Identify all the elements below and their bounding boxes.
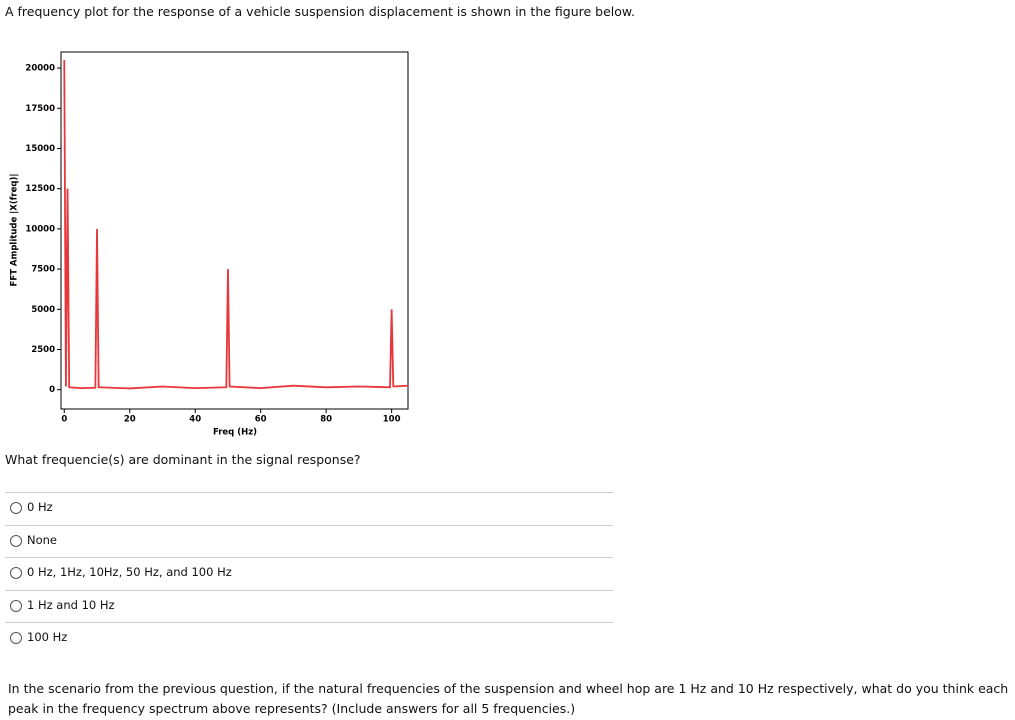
followup-text: In the scenario from the previous questi… (8, 681, 1009, 716)
x-tick-label: 60 (255, 415, 267, 425)
x-axis-label: Freq (Hz) (213, 428, 257, 438)
chart: Freq (Hz) FFT Amplitude |X(freq)| 0 2500 5… (10, 51, 409, 438)
y-tick-label: 20000 (25, 64, 55, 74)
x-tick-label: 80 (320, 415, 332, 425)
header-text: A frequency plot for the response of a v… (5, 4, 635, 19)
option[interactable]: 1 Hz and 10 Hz (5, 589, 613, 623)
option[interactable]: None (5, 524, 613, 558)
radio-button[interactable] (10, 567, 22, 580)
option[interactable]: 0 Hz (5, 492, 613, 525)
option[interactable]: 0 Hz, 1Hz, 10Hz, 50 Hz, and 100 Hz (5, 557, 613, 590)
option-label[interactable]: 1 Hz and 10 Hz (27, 597, 115, 612)
y-tick-label: 12500 (25, 184, 55, 194)
x-tick-label: 100 (383, 415, 401, 425)
y-tick-label: 7500 (31, 265, 55, 275)
radio-button[interactable] (10, 599, 22, 612)
option-label[interactable]: 0 Hz, 1Hz, 10Hz, 50 Hz, and 100 Hz (27, 565, 232, 580)
y-tick-label: 17500 (25, 104, 55, 114)
option[interactable]: 100 Hz (5, 622, 613, 655)
y-axis-label: FFT Amplitude |X(freq)| (10, 174, 20, 287)
y-tick-label: 2500 (31, 345, 55, 355)
radio-button[interactable] (10, 502, 22, 514)
question-text: What frequencie(s) are dominant in the s… (5, 452, 361, 467)
x-tick-label: 0 (61, 415, 67, 425)
y-tick-label: 5000 (31, 305, 55, 315)
x-tick-label: 20 (124, 415, 136, 425)
y-tick-label: 0 (49, 385, 55, 395)
y-tick-label: 15000 (25, 144, 55, 154)
option-label[interactable]: 100 Hz (27, 630, 68, 645)
option-label[interactable]: None (27, 532, 58, 547)
y-tick-label: 10000 (25, 224, 55, 234)
spectrum-line (63, 60, 409, 390)
x-tick-label: 40 (189, 415, 201, 425)
radio-button[interactable] (10, 534, 22, 547)
option-label[interactable]: 0 Hz (27, 500, 53, 514)
plot-frame (60, 51, 409, 410)
radio-button[interactable] (10, 632, 22, 645)
